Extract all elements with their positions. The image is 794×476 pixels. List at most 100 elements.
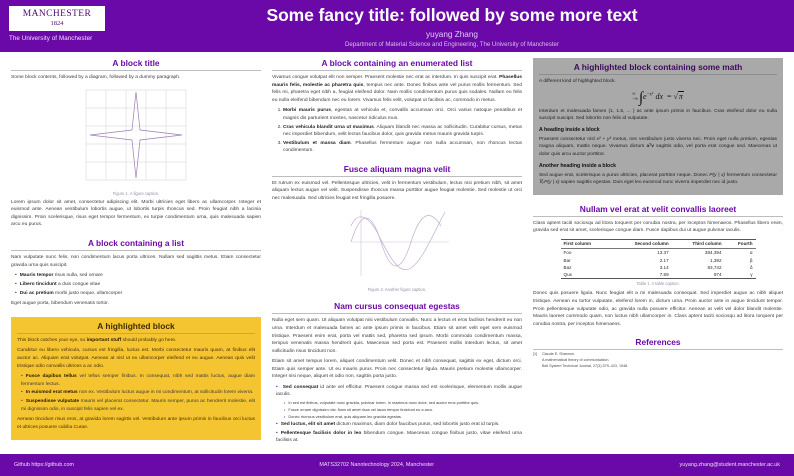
page-title: Some fancy title: followed by some more … <box>266 4 638 25</box>
block-paragraph-1: Nulla eget sem quam. Ut aliquam volutpat… <box>272 318 522 354</box>
list-item-lead: Dui ac pretium <box>19 290 54 296</box>
integral-sign: ∫ <box>638 89 644 106</box>
table-cell: 974 <box>671 271 725 280</box>
intro-part-a: This block catches your eye, so <box>17 337 87 343</box>
list-item-lead: Mauris tempor <box>19 273 54 279</box>
sine-wave-plot <box>350 210 449 277</box>
list-item-rest: vel tellus semper finibus. In consequat,… <box>21 374 256 387</box>
para-part-c: sapien sagittis egestas. Duis eget leo e… <box>559 180 739 186</box>
radicand: π <box>677 90 684 101</box>
list-intro-text: Nam vulputate nunc felis, non condimentu… <box>11 254 261 268</box>
differential: dx <box>655 91 663 101</box>
list-item-lead: Vestibulum et massa diam <box>283 140 351 146</box>
list-item-rest: , egestas at vehicula et, convallis accu… <box>283 108 523 121</box>
table-row: Baz 3.14 83,742 δ <box>561 264 756 271</box>
para-part-a: Vivamus congue volutpat elit non semper.… <box>272 75 500 80</box>
logo-wordmark: MANCHESTER <box>22 9 92 19</box>
list-item-lead: Sed luctus, elit sit amet <box>280 422 336 428</box>
list-item: Dui ac pretium morbi justo neque, ullamc… <box>15 290 261 297</box>
logo-box: MANCHESTER 1824 <box>9 6 105 31</box>
poster-footer: Github https://github.com MATS32702 Nano… <box>0 454 794 476</box>
list-item-rest: mauris vel placerat consectetur. Mauris … <box>21 399 255 412</box>
table-cell: 83,742 <box>707 264 722 270</box>
intro-emphasis: important stuff <box>86 337 122 343</box>
table-cell: Bar <box>563 257 571 263</box>
column-left: A block title Some block contents, follo… <box>11 58 261 452</box>
table-intro-text: Class aptent taciti sociosqu ad litora t… <box>533 220 783 234</box>
list-item-rest: a duis congue vitae <box>56 282 101 288</box>
figure-1 <box>11 86 261 189</box>
poster-body: A block title Some block contents, follo… <box>0 52 794 452</box>
list-item-lead: Libero tincidunt <box>19 282 57 288</box>
block-body-text: Et rutrum ex euismod vel. Pellentesque u… <box>272 180 522 201</box>
list-item-rest: dictum maximus, diam dolor faucibus puru… <box>335 422 500 428</box>
equals-sign: = <box>667 91 672 101</box>
para-part-a: Praesent consectetur nisl <box>539 136 597 142</box>
list-item-lead: Fusce dapibus tellus <box>25 374 77 380</box>
list-item-lead: Morbi mauris purus <box>283 108 331 114</box>
list-item-rest: non ex. Vestibulum luctus augue in mi co… <box>77 390 254 396</box>
inner-heading-1: A heading inside a block <box>539 126 600 133</box>
block-fusce-aliquam-magna-velit: Fusce aliquam magna velit Et rutrum ex e… <box>272 164 522 292</box>
list-item-lead: Suspendisse vulputate <box>25 399 80 405</box>
nested-bullet-list: Sed consequat id ante vel efficitur. Pra… <box>272 384 522 445</box>
block-intro-text: Some block contents, followed by a diagr… <box>11 75 181 80</box>
reference-author: Claude E. Shannon. <box>542 352 576 357</box>
reference-item: [1] Claude E. Shannon. A mathematical th… <box>533 352 783 369</box>
table-column-header: Second column <box>611 238 672 249</box>
list-item-rest: morbi justo neque, ullamcorper <box>53 290 123 296</box>
footer-left-text[interactable]: Github https://github.com <box>14 462 74 468</box>
list-item-lead: Pellentesque facilisis dolor in leo <box>280 431 362 437</box>
inner-paragraph-2: Sed augue erat, scelerisque a purus ultr… <box>539 172 777 187</box>
table-cell: 2.17 <box>659 257 669 263</box>
reference-title: A mathematical theory of communication. <box>542 357 610 362</box>
list-item: Suspendisse vulputate mauris vel placera… <box>21 398 255 413</box>
sub-bullet-list: In sed est finibus, vulputate nunc gravi… <box>276 400 522 420</box>
author-name: yuyang Zhang <box>426 29 478 39</box>
block-title: A highlighted block <box>17 321 255 334</box>
star-diagram <box>85 89 187 180</box>
table-cell: γ <box>724 271 756 280</box>
column-right: A highlighted block containing some math… <box>533 58 783 452</box>
footer-right-text[interactable]: yuyang.zhang@student.manchester.ac.uk <box>679 462 780 468</box>
table-header-row: First column Second column Third column … <box>560 238 756 249</box>
table-cell: β <box>749 257 753 263</box>
table-caption: Table 1. A table caption. <box>636 281 680 287</box>
list-item: Vestibulum et massa diam. Phasellus ferm… <box>283 140 522 155</box>
integral-lower-limit: −∞ <box>632 95 638 101</box>
list-item-rest: . Aliquam blandit nec massa ac sollicitu… <box>283 124 522 137</box>
figure-2 <box>272 206 522 285</box>
reference-number: [1] <box>533 352 538 357</box>
list-item: Sed luctus, elit sit amet dictum maximus… <box>276 421 522 428</box>
highlight-body-text: Curabitur eu libero vehicula, cursus est… <box>17 348 255 369</box>
para-part-b: metus, nec vestibulum justo viverra nec.… <box>539 136 777 150</box>
list-item-rest: risus nulla, sed ornare <box>53 273 103 279</box>
table-row: Foo 13.37 384,394 α <box>561 248 756 256</box>
block-title: Nullam vel erat at velit convallis laore… <box>533 204 783 217</box>
poster-header: MANCHESTER 1824 The University of Manche… <box>0 0 794 52</box>
block-title: A block containing a list <box>11 238 261 251</box>
reference-list: [1] Claude E. Shannon. A mathematical th… <box>533 352 783 369</box>
para-part-c: , tempus nec ante. Donec finibus ante ve… <box>272 82 522 103</box>
gaussian-integral-equation: ∞ −∞ ∫e−x² dx = √π <box>539 89 777 106</box>
integrand-exponent: −x² <box>646 91 654 97</box>
table-cell: 13.37 <box>657 250 669 256</box>
footer-center-text: MATS32702 Nanotechnology 2024, Mancheste… <box>319 462 435 468</box>
inline-math-1: x² + y² <box>596 136 612 142</box>
highlight-intro-text: This block catches your eye, so importan… <box>17 337 255 345</box>
integral-limits: ∞ −∞ <box>632 91 638 102</box>
list-item: Pellentesque facilisis dolor in leo bibe… <box>276 430 522 445</box>
math-para-after: Interdum et malesuada fames {1, 1.5, ...… <box>539 108 777 122</box>
list-item: In euismod erat metus non ex. Vestibulum… <box>21 389 255 396</box>
sub-list-item: In sed est finibus, vulputate nunc gravi… <box>284 400 522 406</box>
table-cell: Baz <box>563 264 572 270</box>
list-outro-text: Eget augue porta, bibendum venenatis tor… <box>11 301 109 307</box>
list-item-lead: In euismod erat metus <box>25 390 78 396</box>
table-cell: α <box>749 250 753 256</box>
table-column-header: Fourth <box>724 238 756 249</box>
para-part-a: Sed augue erat, scelerisque a purus ultr… <box>539 172 710 178</box>
university-logo: MANCHESTER 1824 The University of Manche… <box>9 6 105 42</box>
list-item-rest: bibendum congue. Maecenas congue finibus… <box>276 431 522 444</box>
block-a-block-title: A block title Some block contents, follo… <box>11 58 261 229</box>
